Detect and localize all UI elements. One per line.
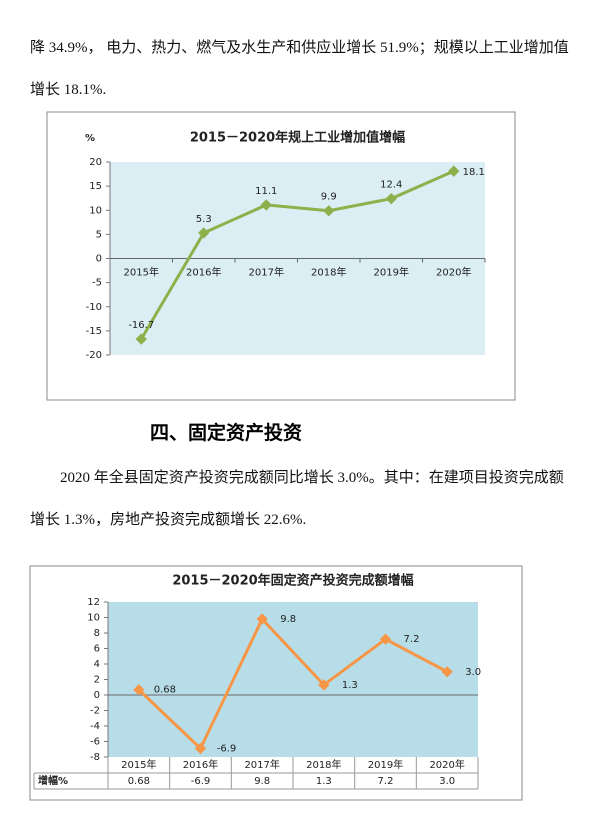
y-tick-label: -20	[86, 350, 102, 361]
data-point	[448, 165, 460, 177]
data-label: 1.3	[342, 680, 358, 691]
x-tick-label: 2020年	[436, 266, 471, 279]
data-label: -16.7	[128, 320, 154, 331]
table-value: 7.2	[378, 776, 394, 787]
y-tick-label: 15	[89, 181, 102, 192]
y-tick-label: -4	[90, 721, 100, 732]
y-tick-label: 10	[89, 205, 102, 216]
data-point	[256, 613, 268, 625]
data-point	[323, 205, 335, 217]
data-point	[260, 199, 272, 211]
x-tick-label: 2018年	[306, 758, 341, 771]
x-tick-label: 2016年	[183, 758, 218, 771]
y-tick-label: -10	[86, 302, 102, 313]
x-tick-label: 2019年	[368, 758, 403, 771]
data-point	[135, 333, 147, 345]
data-label: 7.2	[404, 634, 420, 645]
y-tick-label: -5	[92, 278, 102, 289]
plot-area	[108, 602, 478, 757]
data-label: -6.9	[217, 743, 237, 754]
y-tick-label: -2	[90, 706, 100, 717]
data-label: 18.1	[463, 167, 485, 178]
data-label: 12.4	[380, 180, 402, 191]
data-point	[385, 193, 397, 205]
paragraph: 2020 年全县固定资产投资完成额同比增长 3.0%。其中：在建项目投资完成额增…	[30, 470, 564, 528]
x-tick-label: 2018年	[311, 266, 346, 279]
data-label: 5.3	[196, 214, 212, 225]
data-point	[379, 633, 392, 645]
x-tick-label: 2015年	[124, 266, 159, 279]
data-label: 3.0	[465, 667, 481, 678]
table-value: 0.68	[128, 776, 150, 787]
data-line	[139, 169, 455, 340]
y-axis-label: %	[85, 133, 95, 144]
chart-title: 2015－2020年固定资产投资完成额增幅	[172, 573, 413, 589]
x-tick-label: 2015年	[121, 758, 156, 771]
data-label: 0.68	[154, 685, 176, 696]
data-point	[318, 679, 330, 691]
y-tick-label: -6	[90, 737, 100, 748]
y-tick-label: 0	[94, 690, 100, 701]
data-point	[194, 742, 207, 755]
y-tick-label: -8	[90, 752, 100, 763]
data-label: 9.9	[321, 192, 337, 203]
y-tick-label: 6	[94, 644, 100, 655]
y-tick-label: 2	[94, 675, 100, 686]
y-tick-label: 12	[87, 597, 100, 608]
y-tick-label: -15	[86, 326, 102, 337]
chart-title: 2015－2020年规上工业增加值增幅	[190, 130, 405, 146]
x-tick-label: 2017年	[249, 266, 284, 279]
y-tick-label: 5	[96, 229, 102, 240]
x-tick-label: 2016年	[186, 266, 221, 279]
y-tick-label: 10	[87, 613, 100, 624]
data-point	[133, 684, 145, 696]
section-heading: 四、固定资产投资	[150, 422, 303, 444]
data-label: 11.1	[255, 186, 277, 197]
x-tick-label: 2017年	[244, 758, 279, 771]
y-tick-label: 4	[94, 659, 100, 670]
table-value: 9.8	[254, 776, 270, 787]
data-point	[441, 666, 453, 678]
table-value: -6.9	[191, 776, 211, 787]
table-row-label: 增幅%	[38, 774, 68, 787]
table-value: 1.3	[316, 776, 332, 787]
x-tick-label: 2019年	[374, 266, 409, 279]
y-tick-label: 8	[94, 628, 100, 639]
paragraph: 降 34.9%， 电力、热力、燃气及水生产和供应业增长 51.9%；规模以上工业…	[30, 40, 569, 98]
data-point	[198, 227, 210, 239]
y-tick-label: 0	[96, 254, 102, 265]
x-tick-label: 2020年	[429, 758, 464, 771]
table-value: 3.0	[439, 776, 455, 787]
data-label: 9.8	[280, 614, 296, 625]
y-tick-label: 20	[89, 157, 102, 168]
data-line	[137, 616, 448, 751]
